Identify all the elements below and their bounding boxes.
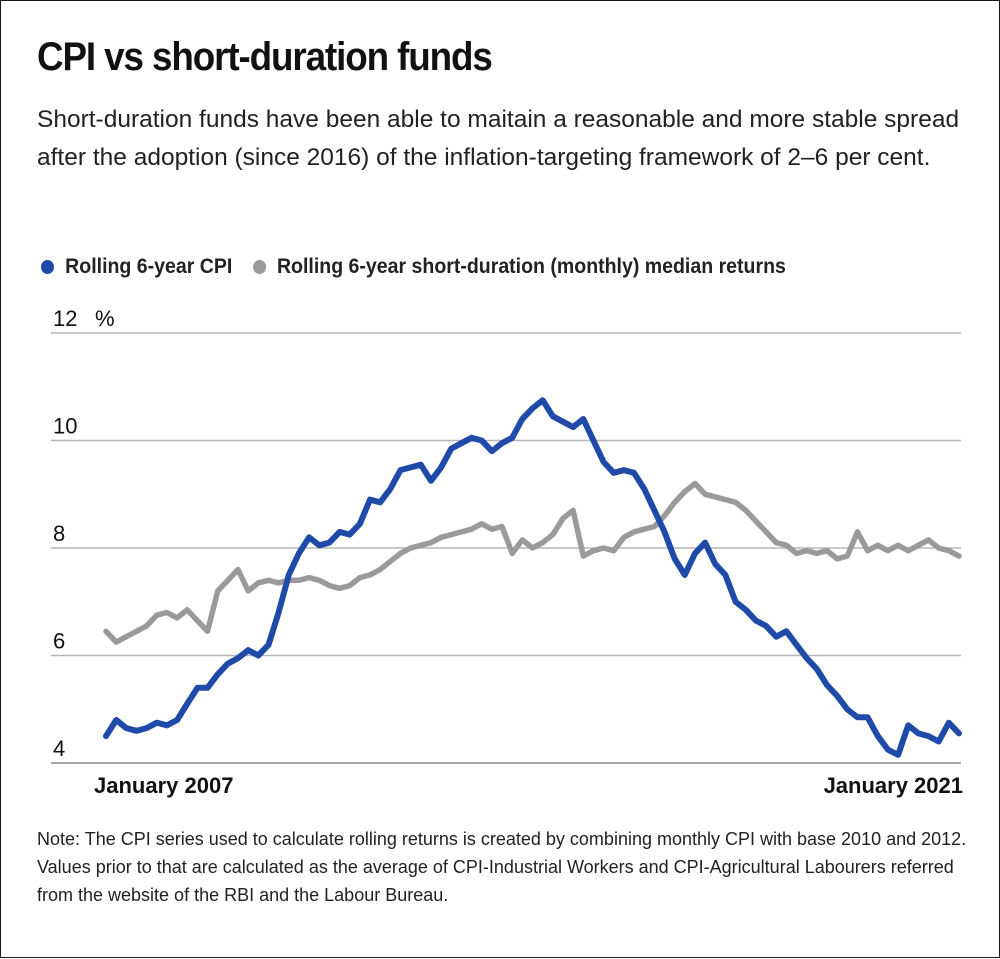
y-tick-label-8: 8	[53, 521, 65, 546]
legend-label-cpi: Rolling 6-year CPI	[65, 255, 233, 278]
chart-note: Note: The CPI series used to calculate r…	[37, 829, 967, 905]
gridlines	[51, 332, 961, 764]
legend-label-short-duration: Rolling 6-year short-duration (monthly) …	[276, 255, 786, 278]
legend-item-short-duration: Rolling 6-year short-duration (monthly) …	[252, 255, 786, 279]
x-tick-start: January 2007	[94, 773, 233, 798]
series-line-cpi	[103, 397, 962, 758]
y-tick-label-12: 12	[53, 306, 77, 331]
y-tick-label-6: 6	[53, 629, 65, 654]
legend: Rolling 6-year CPI Rolling 6-year short-…	[41, 255, 806, 279]
y-tick-label-10: 10	[53, 414, 77, 439]
chart-subtitle: Short-duration funds have been able to m…	[37, 106, 960, 171]
y-tick-label-4: 4	[53, 736, 65, 761]
chart-title: CPI vs short-duration funds	[37, 35, 493, 79]
x-tick-end: January 2021	[824, 773, 963, 798]
series-lines	[103, 397, 962, 758]
y-axis-ticks: 12 10 8 6 4	[53, 306, 77, 761]
y-axis-unit: %	[95, 306, 115, 331]
legend-swatch-cpi	[41, 260, 55, 274]
legend-swatch-short-duration	[252, 260, 266, 274]
legend-item-cpi: Rolling 6-year CPI	[41, 255, 232, 279]
series-line-short-duration	[103, 480, 962, 645]
